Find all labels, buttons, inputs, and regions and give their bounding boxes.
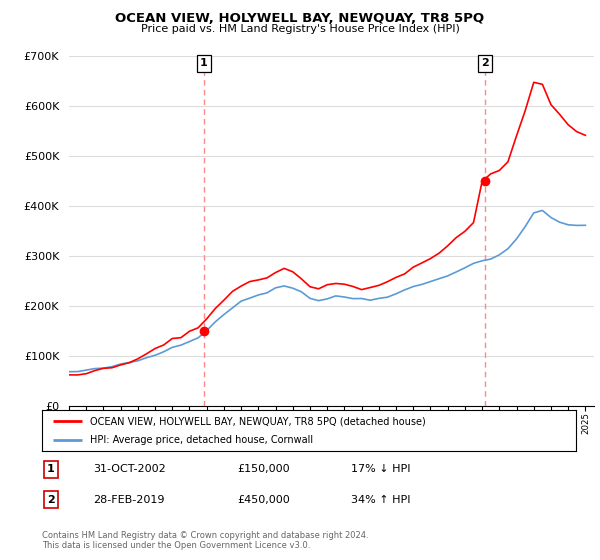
Text: 34% ↑ HPI: 34% ↑ HPI <box>351 494 410 505</box>
Text: 1: 1 <box>47 464 55 474</box>
Text: HPI: Average price, detached house, Cornwall: HPI: Average price, detached house, Corn… <box>90 435 313 445</box>
Text: OCEAN VIEW, HOLYWELL BAY, NEWQUAY, TR8 5PQ: OCEAN VIEW, HOLYWELL BAY, NEWQUAY, TR8 5… <box>115 12 485 25</box>
Text: 2: 2 <box>481 58 489 68</box>
Text: Contains HM Land Registry data © Crown copyright and database right 2024.
This d: Contains HM Land Registry data © Crown c… <box>42 531 368 550</box>
Text: 28-FEB-2019: 28-FEB-2019 <box>93 494 164 505</box>
Text: £450,000: £450,000 <box>237 494 290 505</box>
Text: OCEAN VIEW, HOLYWELL BAY, NEWQUAY, TR8 5PQ (detached house): OCEAN VIEW, HOLYWELL BAY, NEWQUAY, TR8 5… <box>90 417 426 426</box>
Text: 2: 2 <box>47 494 55 505</box>
Text: 17% ↓ HPI: 17% ↓ HPI <box>351 464 410 474</box>
Text: £150,000: £150,000 <box>237 464 290 474</box>
Text: Price paid vs. HM Land Registry's House Price Index (HPI): Price paid vs. HM Land Registry's House … <box>140 24 460 34</box>
Text: 1: 1 <box>200 58 208 68</box>
Text: 31-OCT-2002: 31-OCT-2002 <box>93 464 166 474</box>
